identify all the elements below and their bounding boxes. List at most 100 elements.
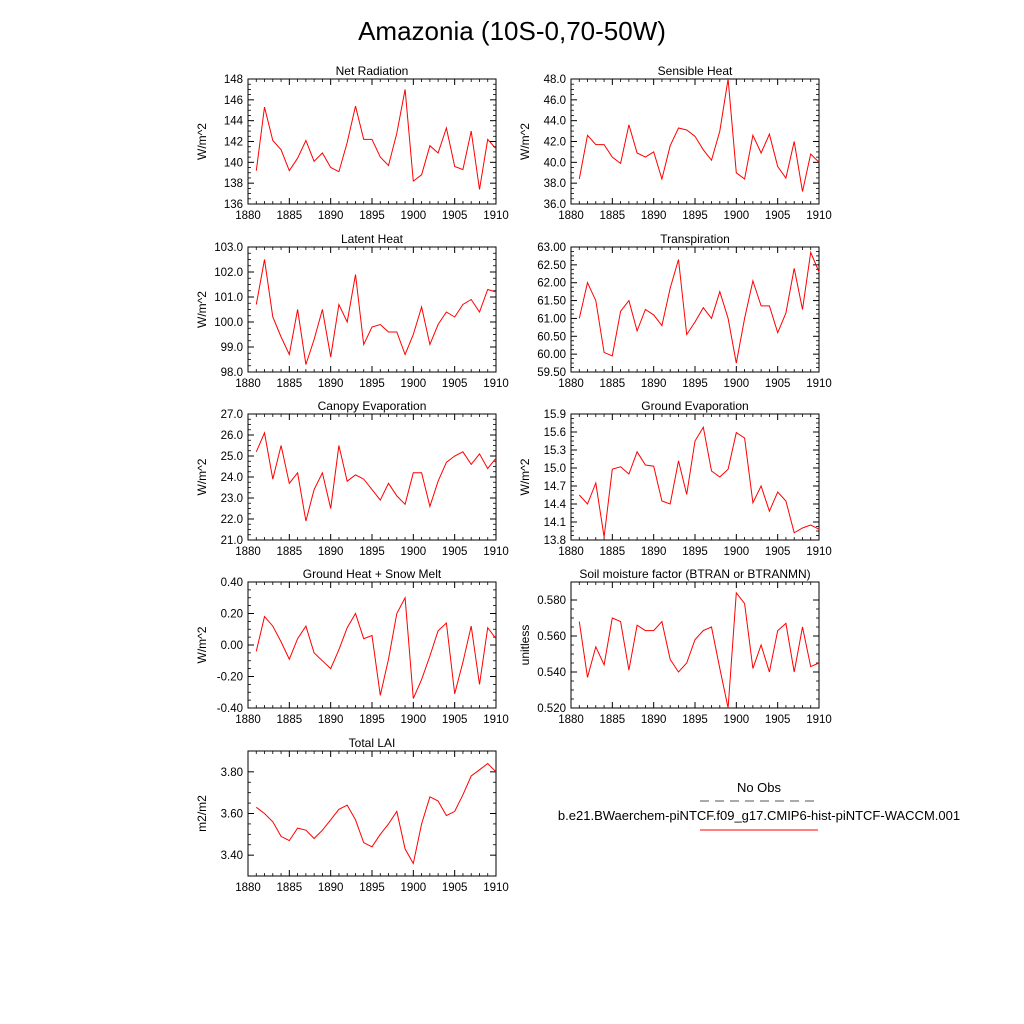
x-tick-label: 1890 <box>641 378 667 390</box>
x-tick-label: 1885 <box>600 378 626 390</box>
x-tick-label: 1880 <box>558 378 584 390</box>
page-title: Amazonia (10S-0,70-50W) <box>358 16 666 46</box>
y-tick-label: 100.0 <box>214 317 243 329</box>
y-tick-label: 60.50 <box>537 331 566 343</box>
panel-9: Total LAI 3.40 3.60 3.80 1880 1885 1890 1895 190… <box>195 736 509 894</box>
x-tick-label: 1890 <box>641 714 667 726</box>
y-tick-label: 60.00 <box>537 349 566 361</box>
plot-frame <box>247 246 497 373</box>
y-tick-label: 63.00 <box>537 242 566 254</box>
x-tick-label: 1895 <box>359 714 385 726</box>
x-tick-label: 1895 <box>359 378 385 390</box>
series-line <box>578 425 820 538</box>
series-line <box>255 89 497 190</box>
x-tick-label: 1905 <box>765 546 791 558</box>
y-tick-label: 26.0 <box>221 430 243 442</box>
y-tick-label: 0.40 <box>221 577 243 589</box>
plot-frame <box>247 581 497 709</box>
y-axis-label: W/m^2 <box>195 458 209 495</box>
x-tick-label: 1905 <box>765 210 791 222</box>
x-tick-label: 1890 <box>318 714 344 726</box>
panel-title: Transpiration <box>660 232 730 246</box>
y-tick-label: 0.20 <box>221 609 243 621</box>
y-axis-label: W/m^2 <box>518 458 532 495</box>
legend-model-label: b.e21.BWaerchem-piNTCF.f09_g17.CMIP6-his… <box>558 808 960 823</box>
x-tick-label: 1910 <box>483 210 509 222</box>
x-tick-label: 1905 <box>442 546 468 558</box>
panel-title: Soil moisture factor (BTRAN or BTRANMN) <box>579 567 810 581</box>
y-tick-label: 15.3 <box>544 445 566 457</box>
x-tick-label: 1900 <box>724 210 750 222</box>
y-tick-label: 24.0 <box>221 472 243 484</box>
plot-frame <box>570 413 820 541</box>
x-tick-label: 1900 <box>401 210 427 222</box>
y-tick-label: 13.8 <box>544 535 566 547</box>
x-tick-label: 1890 <box>318 210 344 222</box>
series-line <box>578 250 820 364</box>
x-tick-label: 1880 <box>235 546 261 558</box>
panels: Net Radiation 136 138 140 142 144 146 148 1880 18… <box>195 64 832 894</box>
x-tick-label: 1910 <box>806 714 832 726</box>
y-axis-label: W/m^2 <box>195 123 209 160</box>
y-tick-label: 59.50 <box>537 367 566 379</box>
x-tick-label: 1905 <box>765 378 791 390</box>
plot-frame <box>570 581 820 709</box>
panel-8: Soil moisture factor (BTRAN or BTRANMN) 0… <box>518 567 832 726</box>
series-line <box>255 431 497 522</box>
x-tick-label: 1900 <box>401 882 427 894</box>
x-tick-label: 1905 <box>765 714 791 726</box>
y-axis-label: W/m^2 <box>195 291 209 328</box>
plot-frame <box>247 750 497 877</box>
y-tick-label: 61.50 <box>537 296 566 308</box>
x-tick-label: 1890 <box>641 546 667 558</box>
y-tick-label: 40.0 <box>544 157 566 169</box>
x-tick-label: 1880 <box>558 210 584 222</box>
y-tick-label: 14.1 <box>544 517 566 529</box>
y-tick-label: 144 <box>224 116 244 128</box>
x-tick-label: 1885 <box>277 210 303 222</box>
panel-6: Ground Evaporation 13.8 14.1 14.4 14.7 15.0 15… <box>518 399 832 558</box>
y-tick-label: 0.540 <box>537 667 566 679</box>
panel-title: Latent Heat <box>341 232 404 246</box>
y-tick-label: 42.0 <box>544 137 566 149</box>
y-tick-label: 48.0 <box>544 74 566 86</box>
y-tick-label: 23.0 <box>221 493 243 505</box>
panel-title: Sensible Heat <box>658 64 733 78</box>
x-tick-label: 1905 <box>442 210 468 222</box>
panel-3: Latent Heat 98.0 99.0 100.0 101.0 102.0 103.0 1… <box>195 232 509 390</box>
y-tick-label: 146 <box>224 95 243 107</box>
x-tick-label: 1885 <box>277 882 303 894</box>
y-tick-label: 15.9 <box>544 409 566 421</box>
x-tick-label: 1890 <box>641 210 667 222</box>
panel-4: Transpiration 59.50 60.00 60.50 61.00 61.50 62… <box>537 232 832 390</box>
x-tick-label: 1900 <box>401 546 427 558</box>
series-line <box>255 762 497 865</box>
x-tick-label: 1900 <box>724 378 750 390</box>
y-axis-label: m2/m2 <box>195 795 209 832</box>
y-tick-label: 22.0 <box>221 514 243 526</box>
y-tick-label: 101.0 <box>214 292 243 304</box>
x-tick-label: 1910 <box>483 378 509 390</box>
x-tick-label: 1895 <box>359 210 385 222</box>
x-tick-label: 1905 <box>442 882 468 894</box>
x-tick-label: 1905 <box>442 714 468 726</box>
y-tick-label: 25.0 <box>221 451 243 463</box>
x-tick-label: 1900 <box>401 714 427 726</box>
plot-frame <box>570 78 820 205</box>
y-tick-label: 44.0 <box>544 116 566 128</box>
y-tick-label: 0.560 <box>537 631 566 643</box>
x-tick-label: 1885 <box>600 210 626 222</box>
y-tick-label: 15.0 <box>544 463 566 475</box>
x-tick-label: 1895 <box>682 546 708 558</box>
x-tick-label: 1895 <box>682 378 708 390</box>
y-tick-label: 14.7 <box>544 481 566 493</box>
y-tick-label: 21.0 <box>221 535 243 547</box>
x-tick-label: 1880 <box>558 714 584 726</box>
y-tick-label: 138 <box>224 178 243 190</box>
x-tick-label: 1885 <box>277 546 303 558</box>
x-tick-label: 1890 <box>318 882 344 894</box>
y-tick-label: 136 <box>224 199 243 211</box>
panel-5: Canopy Evaporation 21.0 22.0 23.0 24.0 25.0 26… <box>195 399 509 558</box>
x-tick-label: 1885 <box>277 378 303 390</box>
plot-frame <box>247 78 497 205</box>
